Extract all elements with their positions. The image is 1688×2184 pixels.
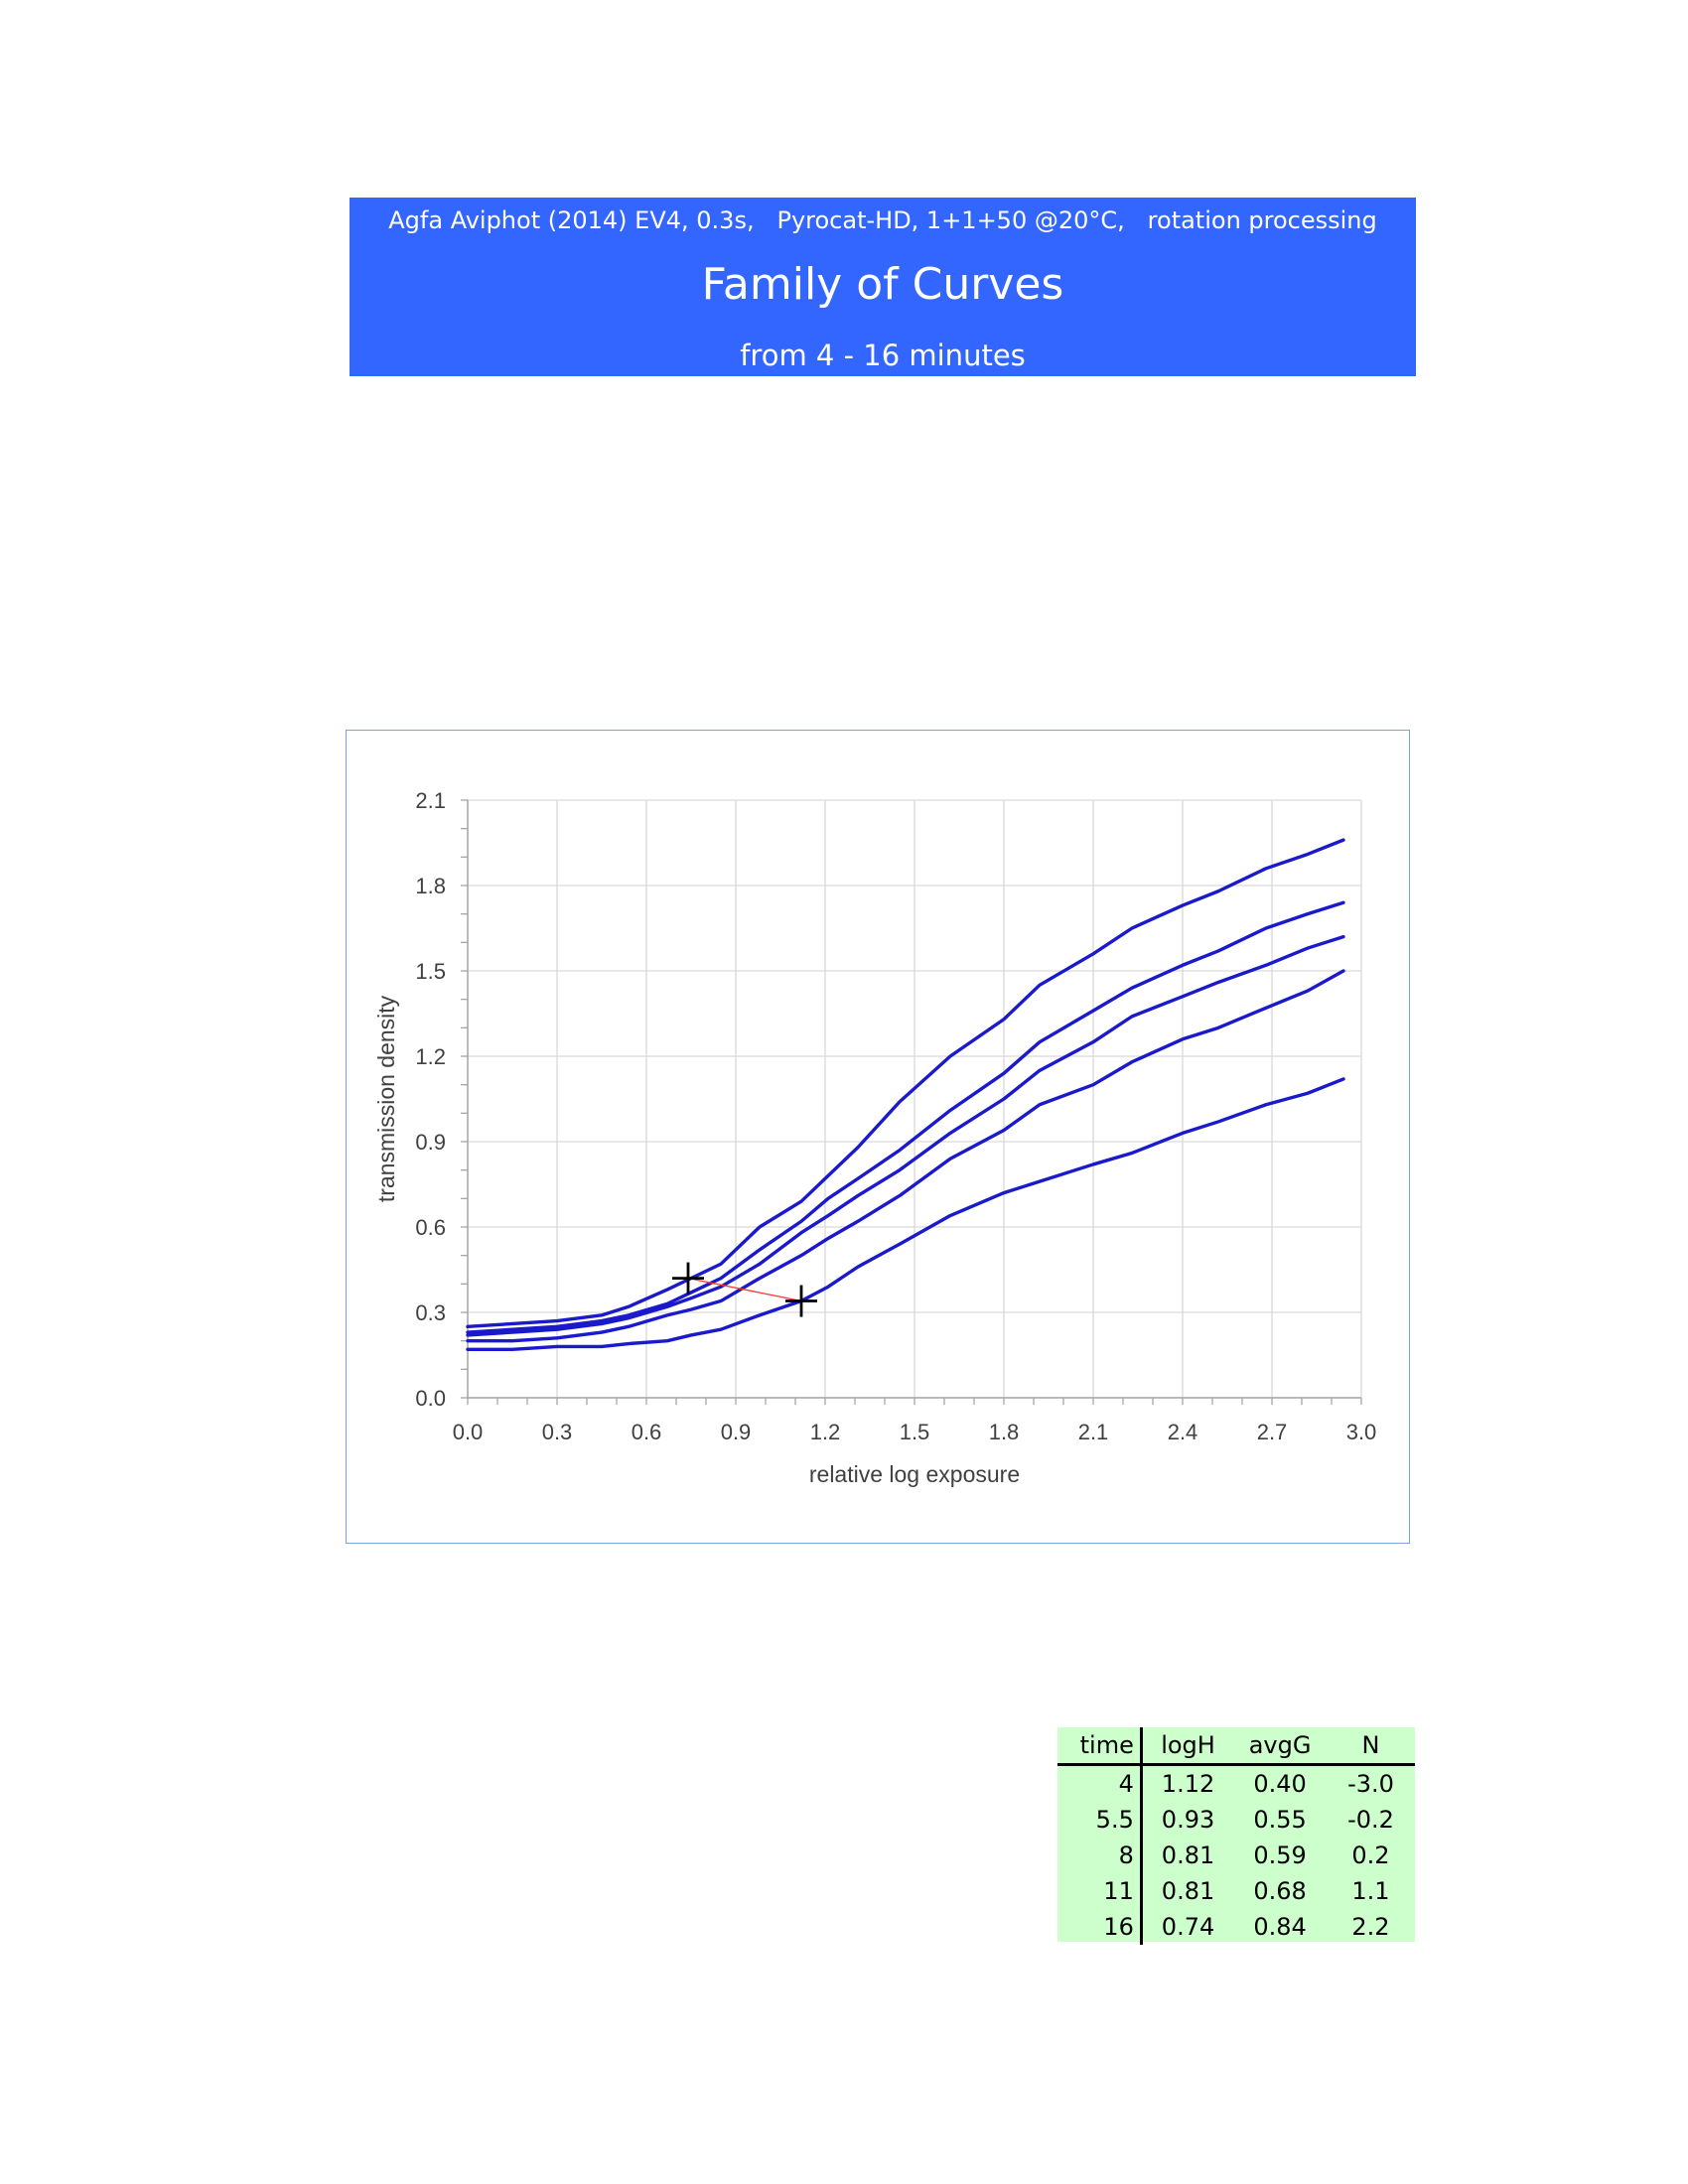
table-cell-logH: 0.81 bbox=[1161, 1842, 1215, 1869]
y-tick-label: 1.5 bbox=[415, 959, 446, 984]
table-row: 16 0.74 0.84 2.2 bbox=[1057, 1909, 1415, 1945]
marker-connector-line bbox=[687, 1277, 802, 1302]
y-tick-label: 0.6 bbox=[415, 1215, 446, 1240]
y-tick-label: 0.9 bbox=[415, 1130, 446, 1155]
series-line-1 bbox=[466, 1077, 1345, 1351]
table-cell-logH: 1.12 bbox=[1161, 1770, 1215, 1798]
x-tick-label: 2.4 bbox=[1168, 1420, 1198, 1444]
table-cell-N: 2.2 bbox=[1351, 1913, 1390, 1941]
header-banner: Agfa Aviphot (2014) EV4, 0.3s, Pyrocat-H… bbox=[350, 198, 1416, 376]
series-line-5 bbox=[466, 838, 1345, 1329]
table-cell-time: 8 bbox=[1057, 1838, 1143, 1873]
series-line-4 bbox=[466, 900, 1345, 1334]
table-row: 5.5 0.93 0.55 -0.2 bbox=[1057, 1802, 1415, 1838]
y-tick-label: 0.0 bbox=[415, 1386, 446, 1411]
x-tick-label: 2.7 bbox=[1257, 1420, 1288, 1444]
table-cell-avgG: 0.40 bbox=[1253, 1770, 1307, 1798]
results-table-container: time logH avgG N 4 1.12 0.40 -3.0 5.5 0.… bbox=[1057, 1727, 1415, 1945]
y-tick-label: 2.1 bbox=[415, 788, 446, 813]
table-cell-N: -0.2 bbox=[1347, 1806, 1394, 1834]
header-subtitle-top: Agfa Aviphot (2014) EV4, 0.3s, Pyrocat-H… bbox=[388, 206, 1377, 234]
table-row: 8 0.81 0.59 0.2 bbox=[1057, 1838, 1415, 1873]
chart-frame: 0.0 0.3 0.6 0.9 1.2 1.5 1.8 2.1 2.4 2.7 3.0 0.0 0.3 0… bbox=[346, 730, 1410, 1544]
x-tick-label: 2.1 bbox=[1078, 1420, 1109, 1444]
header-subtitle-bottom: from 4 - 16 minutes bbox=[740, 339, 1026, 372]
table-cell-time: 16 bbox=[1057, 1909, 1143, 1945]
x-tick-label: 0.9 bbox=[721, 1420, 752, 1444]
x-axis-label: relative log exposure bbox=[809, 1461, 1020, 1487]
y-tick-label: 1.2 bbox=[415, 1044, 446, 1069]
y-tick-label: 1.8 bbox=[415, 874, 446, 898]
series-line-2 bbox=[466, 969, 1345, 1343]
table-row: 11 0.81 0.68 1.1 bbox=[1057, 1873, 1415, 1909]
table-cell-time: 11 bbox=[1057, 1873, 1143, 1909]
table-header-time: time bbox=[1057, 1727, 1143, 1766]
table-cell-avgG: 0.59 bbox=[1253, 1842, 1307, 1869]
table-header-N: N bbox=[1326, 1727, 1415, 1766]
page-title: Family of Curves bbox=[701, 259, 1064, 310]
table-cell-logH: 0.81 bbox=[1161, 1877, 1215, 1905]
table-header-row: time logH avgG N bbox=[1057, 1727, 1415, 1766]
table-cell-logH: 0.74 bbox=[1161, 1913, 1215, 1941]
table-cell-avgG: 0.68 bbox=[1253, 1877, 1307, 1905]
y-axis-label: transmission density bbox=[373, 995, 399, 1202]
table-cell-time: 4 bbox=[1057, 1764, 1143, 1802]
x-tick-label: 1.8 bbox=[989, 1420, 1020, 1444]
chart: 0.0 0.3 0.6 0.9 1.2 1.5 1.8 2.1 2.4 2.7 3.0 0.0 0.3 0… bbox=[373, 788, 1377, 1487]
table-header-avgG: avgG bbox=[1233, 1727, 1327, 1766]
x-tick-label: 0.3 bbox=[542, 1420, 573, 1444]
x-tick-label: 0.0 bbox=[453, 1420, 484, 1444]
table-cell-time: 5.5 bbox=[1057, 1802, 1143, 1838]
table-cell-avgG: 0.84 bbox=[1253, 1913, 1307, 1941]
x-tick-label: 1.2 bbox=[810, 1420, 841, 1444]
x-tick-label: 3.0 bbox=[1346, 1420, 1377, 1444]
table-cell-logH: 0.93 bbox=[1161, 1806, 1215, 1834]
table-row: 4 1.12 0.40 -3.0 bbox=[1057, 1764, 1415, 1802]
table-header-logH: logH bbox=[1141, 1727, 1234, 1766]
table-cell-N: 0.2 bbox=[1351, 1842, 1390, 1869]
series-line-3 bbox=[466, 934, 1345, 1337]
results-table: time logH avgG N 4 1.12 0.40 -3.0 5.5 0.… bbox=[1057, 1727, 1415, 1945]
x-tick-label: 1.5 bbox=[900, 1420, 930, 1444]
y-tick-label: 0.3 bbox=[415, 1300, 446, 1325]
table-cell-N: 1.1 bbox=[1351, 1877, 1390, 1905]
x-tick-label: 0.6 bbox=[632, 1420, 662, 1444]
table-cell-avgG: 0.55 bbox=[1253, 1806, 1307, 1834]
table-cell-N: -3.0 bbox=[1347, 1770, 1394, 1798]
